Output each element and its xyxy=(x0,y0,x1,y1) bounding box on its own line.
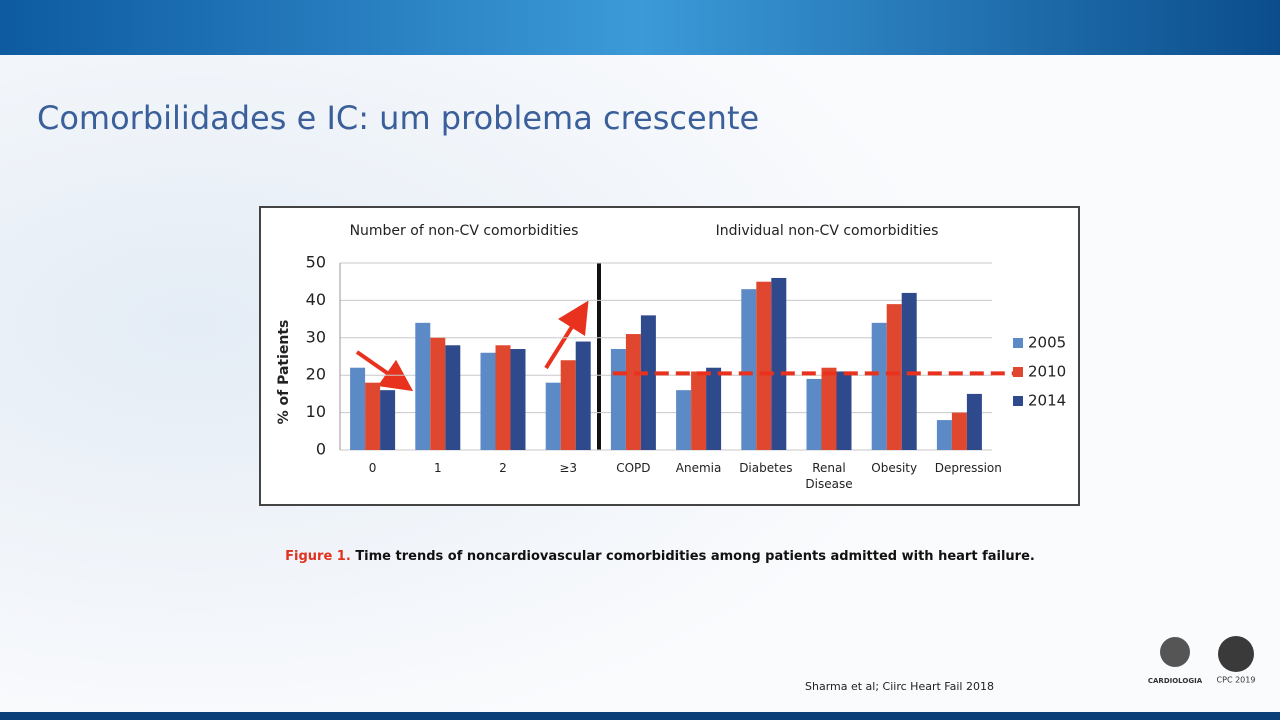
bar xyxy=(430,337,446,450)
subtitle: Number of non-CV comorbidities xyxy=(350,223,579,239)
x-tick-label: Obesity xyxy=(871,461,918,475)
bar xyxy=(741,289,757,450)
slide-title: Comorbilidades e IC: um problema crescen… xyxy=(37,99,759,137)
bar xyxy=(706,367,722,450)
bar xyxy=(480,352,496,450)
bar xyxy=(625,334,641,450)
caption-label: Figure 1. xyxy=(285,549,351,564)
bar xyxy=(676,390,692,450)
bar xyxy=(560,360,576,450)
chart-frame xyxy=(259,206,1080,506)
bar xyxy=(886,304,902,450)
x-tick-label: ≥3 xyxy=(559,461,578,475)
y-tick-label: 0 xyxy=(316,440,326,459)
bar xyxy=(415,322,431,450)
logo-icon xyxy=(1218,636,1254,672)
logo-text: CARDIOLOGIA xyxy=(1148,677,1203,685)
citation: Sharma et al; Ciirc Heart Fail 2018 xyxy=(805,680,994,693)
bar xyxy=(951,412,967,450)
y-tick-label: 20 xyxy=(306,365,326,384)
bar xyxy=(445,345,461,450)
y-tick-label: 40 xyxy=(306,290,326,309)
x-tick-label: 2 xyxy=(499,461,507,475)
x-tick-label: Anemia xyxy=(675,461,722,475)
y-tick-label: 50 xyxy=(306,253,326,272)
bottom-strip xyxy=(0,712,1280,720)
logo-icon xyxy=(1160,637,1190,667)
bar xyxy=(836,371,852,450)
bar xyxy=(821,367,837,450)
bar xyxy=(640,315,656,450)
banner xyxy=(0,0,1280,55)
bar xyxy=(380,390,396,450)
y-tick-label: 10 xyxy=(306,402,326,421)
bar xyxy=(575,341,591,450)
bar xyxy=(350,367,366,450)
x-tick-label: Diabetes xyxy=(739,461,793,475)
bar xyxy=(610,349,626,450)
legend-swatch xyxy=(1013,338,1023,348)
bar xyxy=(691,371,707,450)
bar xyxy=(806,378,822,450)
x-tick-label: COPD xyxy=(616,461,651,475)
arrow-down xyxy=(355,350,414,392)
bar xyxy=(756,281,772,450)
x-tick-label: Depression xyxy=(934,461,1002,475)
x-tick-label: 0 xyxy=(368,461,377,475)
x-tick-label: Renal Disease xyxy=(805,461,853,491)
legend-label: 2014 xyxy=(1028,392,1066,410)
bar xyxy=(510,349,526,450)
y-axis-label: % of Patients xyxy=(276,320,292,425)
legend-swatch xyxy=(1013,367,1023,377)
logo-text: CPC 2019 xyxy=(1217,676,1256,685)
bar xyxy=(871,322,887,450)
caption: Figure 1. Time trends of noncardiovascul… xyxy=(285,549,1035,564)
legend-label: 2010 xyxy=(1028,363,1066,381)
legend-label: 2005 xyxy=(1028,334,1066,352)
arrow-up xyxy=(544,300,589,370)
y-tick-label: 30 xyxy=(306,327,326,346)
subtitle: Individual non-CV comorbidities xyxy=(716,223,939,239)
bar xyxy=(966,393,982,450)
bar xyxy=(936,420,952,450)
legend-swatch xyxy=(1013,396,1023,406)
bar xyxy=(545,382,561,450)
x-tick-label: 1 xyxy=(433,461,442,475)
caption-text: Time trends of noncardiovascular comorbi… xyxy=(355,549,1035,564)
bar xyxy=(365,382,381,450)
bar xyxy=(495,345,511,450)
bar xyxy=(771,277,787,450)
